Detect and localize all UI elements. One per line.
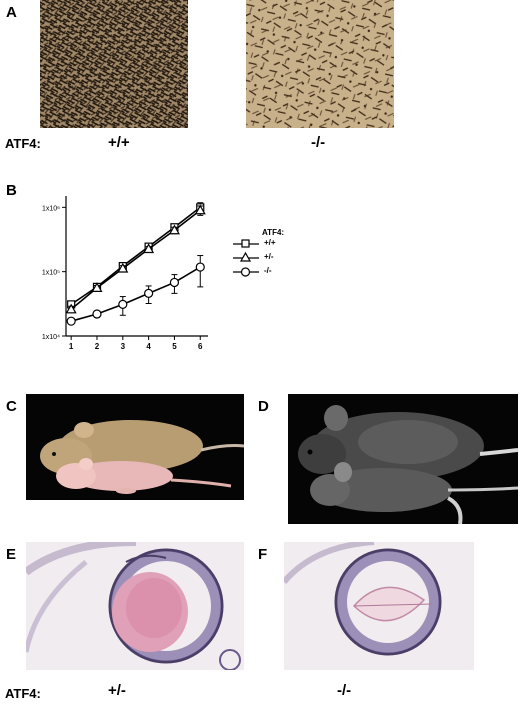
micrograph-knockout <box>246 0 394 128</box>
panel-a-genotype-wildtype: +/+ <box>108 134 130 151</box>
panel-a-atf4-label: ATF4: <box>5 136 41 151</box>
panel-c-letter: C <box>6 398 17 415</box>
data-point-triangle <box>91 282 103 292</box>
data-point-circle <box>66 316 76 326</box>
y-tick-label: 1x10⁴ <box>42 334 60 341</box>
data-point-triangle <box>117 262 129 273</box>
mouse-knockout-pup <box>69 461 173 491</box>
x-tick-label: 4 <box>146 342 151 351</box>
micrograph-eye-heterozygous <box>26 542 244 670</box>
data-point-circle <box>169 277 180 288</box>
legend-markers <box>233 239 259 277</box>
panel-f-letter: F <box>258 546 268 563</box>
legend-circle-marker <box>240 267 251 277</box>
data-point-triangle <box>65 303 77 314</box>
legend-label-wildtype: +/+ <box>264 238 276 247</box>
legend-label-heterozygous: +/- <box>264 252 274 261</box>
mouse-wildtype-pup <box>59 420 203 472</box>
data-point-circle <box>144 288 154 298</box>
x-tick-label: 6 <box>198 342 203 351</box>
micrograph-wildtype <box>40 0 188 128</box>
data-point-triangle <box>194 204 206 215</box>
photo-mice-newborn <box>26 394 244 500</box>
y-tick-label: 1x10⁵ <box>42 270 60 277</box>
panel-a-genotype-knockout: -/- <box>311 134 326 151</box>
y-tick-label: 1x10⁶ <box>42 205 60 212</box>
legend-title: ATF4: <box>262 228 285 237</box>
panel-d-letter: D <box>258 398 269 415</box>
lens-knockout <box>352 586 426 622</box>
legend-square-marker <box>241 239 250 248</box>
bottom-atf4-label: ATF4: <box>5 686 41 701</box>
chart-legend: ATF4: +/+ +/- -/- <box>232 228 322 288</box>
micrograph-eye-knockout <box>284 542 474 670</box>
panel-b-letter: B <box>6 182 17 199</box>
data-point-triangle <box>143 243 155 254</box>
bottom-genotype-knockout: -/- <box>337 682 352 699</box>
data-point-circle <box>118 299 128 309</box>
photo-mice-adult <box>288 394 518 524</box>
legend-label-knockout: -/- <box>264 266 272 275</box>
panel-a-letter: A <box>6 4 17 21</box>
data-point-triangle <box>168 224 180 235</box>
series-line-1 <box>70 209 201 310</box>
bottom-genotype-heterozygous: +/- <box>108 682 126 699</box>
x-tick-label: 1 <box>69 342 74 351</box>
data-point-circle <box>92 309 102 319</box>
x-tick-label: 3 <box>121 342 126 351</box>
legend-triangle-marker <box>239 251 252 262</box>
series-line-0 <box>70 206 201 306</box>
mouse-knockout-adult <box>316 468 452 512</box>
panel-e-letter: E <box>6 546 17 563</box>
x-tick-label: 5 <box>172 342 177 351</box>
data-point-circle <box>195 262 205 272</box>
x-tick-label: 2 <box>95 342 100 351</box>
growth-curve-chart: 1x10⁴ 1x10⁵ 1x10⁶ 1 2 3 4 5 6 <box>42 196 208 351</box>
